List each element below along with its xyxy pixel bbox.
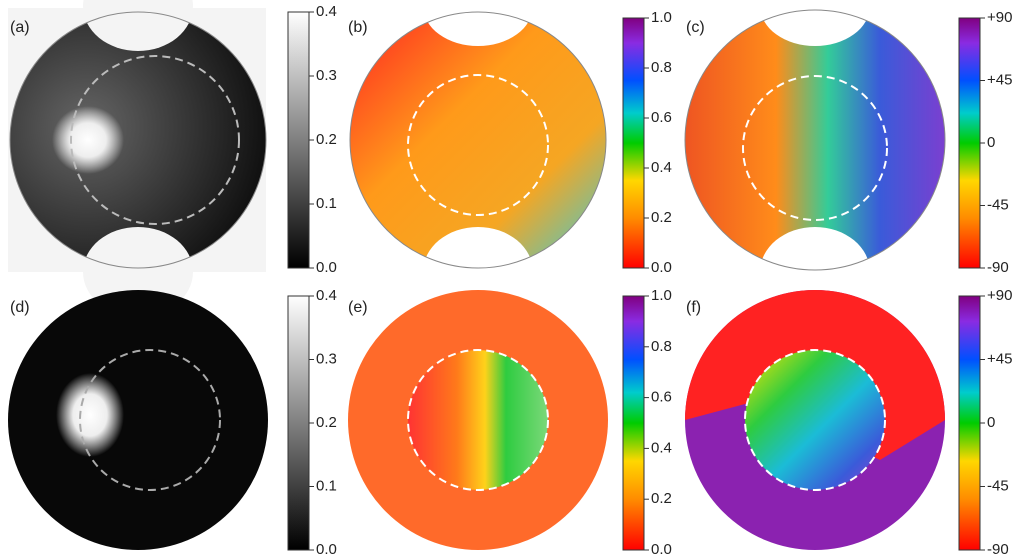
panel-f-image <box>685 290 945 550</box>
colorbar <box>959 18 980 268</box>
panel-a-image <box>8 0 266 317</box>
panel-label: (c) <box>686 19 705 36</box>
colorbar-tick-label: 0.8 <box>651 338 672 355</box>
colorbar-tick-label: 0.3 <box>316 67 337 84</box>
colorbar-tick-label: 0.0 <box>651 541 672 557</box>
panel-b-image <box>350 0 606 317</box>
panel-label: (d) <box>10 299 30 316</box>
colorbar-tick-label: 0.6 <box>651 389 672 406</box>
colorbar-tick-label: 0.1 <box>316 195 337 212</box>
colorbar-tick-label: 0.3 <box>316 350 337 367</box>
colorbar-tick-label: 1.0 <box>651 287 672 304</box>
colorbar <box>623 18 644 268</box>
colorbar-tick-label: 0.0 <box>316 541 337 557</box>
colorbar-tick-label: +90 <box>987 287 1012 304</box>
panel-label: (a) <box>10 19 30 36</box>
colorbar-tick-label: 0.2 <box>651 209 672 226</box>
colorbar <box>623 296 644 550</box>
panel-e-image <box>348 290 608 550</box>
colorbar-tick-label: -90 <box>987 259 1009 276</box>
colorbar <box>288 296 309 550</box>
colorbar-tick-label: 0 <box>987 414 995 431</box>
colorbar-tick-label: -90 <box>987 541 1009 557</box>
panel-d-image <box>8 290 268 550</box>
panel-label: (b) <box>348 19 368 36</box>
colorbar-tick-label: +45 <box>987 71 1012 88</box>
colorbar-tick-label: 0.2 <box>316 414 337 431</box>
colorbar <box>288 12 309 268</box>
colorbar-tick-label: 0.2 <box>316 131 337 148</box>
figure: (a) (b) (c) (d) (e) (f) 0.4 0.3 0.2 0.1 0.0 1.0 0.8 0… <box>0 0 1019 557</box>
colorbar-tick-label: 0.2 <box>651 490 672 507</box>
colorbar-tick-label: -45 <box>987 196 1009 213</box>
colorbar-tick-label: 0.4 <box>651 159 672 176</box>
colorbar-tick-label: 0.0 <box>651 259 672 276</box>
panel-c-image <box>685 0 945 317</box>
colorbar-tick-label: 0.4 <box>316 3 337 20</box>
colorbar-tick-label: 0.4 <box>316 287 337 304</box>
colorbar-tick-label: +90 <box>987 9 1012 26</box>
colorbar-tick-label: 0.0 <box>316 259 337 276</box>
colorbar-tick-label: 0.6 <box>651 109 672 126</box>
panel-label: (f) <box>686 299 701 316</box>
colorbar-tick-label: 0.8 <box>651 59 672 76</box>
colorbar-tick-label: 0.4 <box>651 439 672 456</box>
colorbar-tick-label: 1.0 <box>651 9 672 26</box>
colorbar-tick-label: +45 <box>987 350 1012 367</box>
colorbar-tick-label: 0 <box>987 134 995 151</box>
colorbar-tick-label: -45 <box>987 477 1009 494</box>
colorbar <box>959 296 980 550</box>
colorbar-tick-label: 0.1 <box>316 477 337 494</box>
panel-label: (e) <box>348 299 368 316</box>
